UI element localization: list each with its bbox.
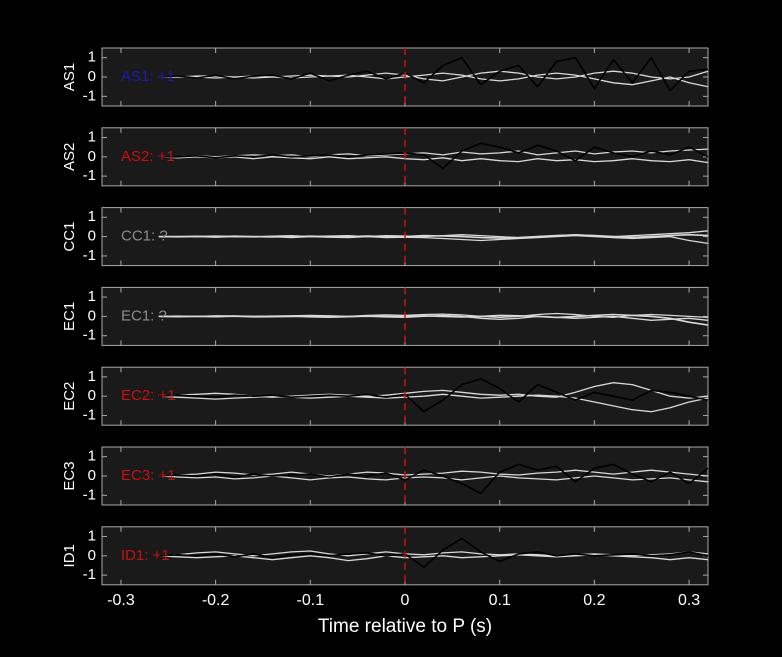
y-tick-label: -1 xyxy=(83,87,96,104)
y-tick-label: 0 xyxy=(88,228,96,245)
y-tick-label: 1 xyxy=(88,208,96,225)
panel: -1 0 1 AS1 AS1: +1 xyxy=(61,47,709,107)
y-tick-label: -1 xyxy=(83,407,96,424)
x-tick-label: -0.2 xyxy=(202,592,230,609)
y-axis-label: AS2 xyxy=(61,143,78,171)
panel-annotation: CC1: ? xyxy=(121,228,168,245)
y-tick-label: 0 xyxy=(88,547,96,564)
y-tick-label: 0 xyxy=(88,387,96,404)
y-tick-label: -1 xyxy=(83,247,96,264)
y-tick-label: 0 xyxy=(88,307,96,324)
x-axis-label: Time relative to P (s) xyxy=(318,616,492,637)
panel-annotation: AS2: +1 xyxy=(121,148,175,165)
trace xyxy=(158,148,709,158)
trace xyxy=(158,377,709,413)
trace xyxy=(158,463,709,495)
y-axis-label: AS1 xyxy=(61,63,78,91)
trace xyxy=(158,313,709,326)
panel: -1 0 1 EC1 EC1: ? xyxy=(61,286,709,346)
y-tick-label: 1 xyxy=(88,128,96,145)
y-tick-label: 1 xyxy=(88,527,96,544)
y-tick-label: -1 xyxy=(83,327,96,344)
x-tick-label: -0.3 xyxy=(107,592,135,609)
trace xyxy=(158,393,709,413)
panel-annotation: EC2: +1 xyxy=(121,387,176,404)
y-tick-label: 1 xyxy=(88,49,96,66)
trace xyxy=(158,537,709,569)
panel: -1 0 1 CC1 CC1: ? xyxy=(61,207,709,267)
x-tick-label: 0.3 xyxy=(678,592,700,609)
y-tick-label: 1 xyxy=(88,448,96,465)
panel: -1 0 1 AS2 AS2: +1 xyxy=(61,127,709,187)
y-tick-label: -1 xyxy=(83,486,96,503)
x-tick-label: 0.1 xyxy=(489,592,511,609)
panel: -1 0 1 -0.3 -0.2 -0.1 0 0.1 0.2 0.3 ID1 ID1: +1 Time… xyxy=(61,526,709,637)
x-tick-label: 0 xyxy=(401,592,410,609)
panel: -1 0 1 EC2 EC2: +1 xyxy=(61,366,709,426)
y-tick-label: -1 xyxy=(83,167,96,184)
y-tick-label: 0 xyxy=(88,148,96,165)
y-axis-label: EC1 xyxy=(61,302,78,331)
y-axis-label: EC3 xyxy=(61,461,78,490)
y-axis-label: CC1 xyxy=(61,222,78,252)
y-tick-label: 0 xyxy=(88,68,96,85)
trace xyxy=(158,70,709,82)
panel-annotation: EC1: ? xyxy=(121,307,167,324)
y-axis-label: ID1 xyxy=(61,544,78,567)
trace xyxy=(158,56,709,92)
trace xyxy=(158,233,709,239)
y-tick-label: 1 xyxy=(88,368,96,385)
panel-annotation: AS1: +1 xyxy=(121,68,175,85)
trace xyxy=(158,475,709,483)
panel-annotation: ID1: +1 xyxy=(121,547,170,564)
y-tick-label: -1 xyxy=(83,566,96,583)
trace xyxy=(158,142,709,170)
y-tick-label: 0 xyxy=(88,467,96,484)
x-tick-label: 0.2 xyxy=(583,592,605,609)
x-tick-label: -0.1 xyxy=(297,592,325,609)
trace xyxy=(158,156,709,164)
y-axis-label: EC2 xyxy=(61,382,78,411)
panel-annotation: EC3: +1 xyxy=(121,467,176,484)
panel: -1 0 1 EC3 EC3: +1 xyxy=(61,446,709,506)
trace xyxy=(158,554,709,562)
y-tick-label: 1 xyxy=(88,288,96,305)
